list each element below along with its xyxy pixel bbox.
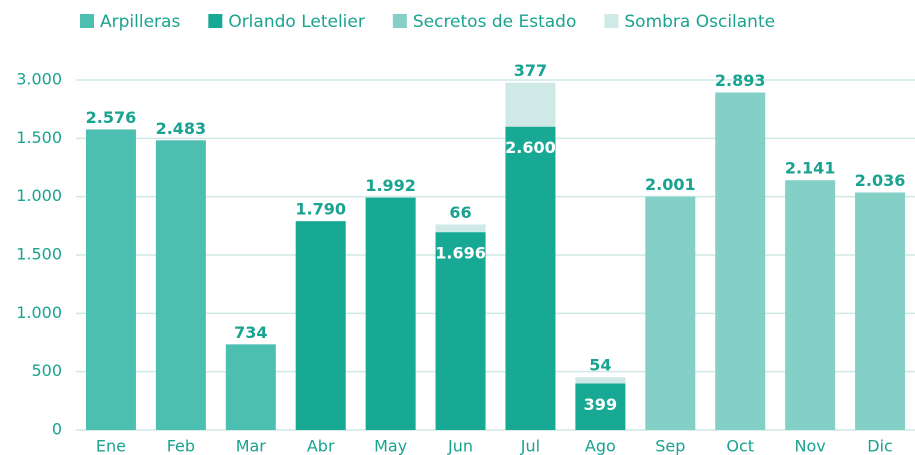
- y-tick-label: 1.000: [16, 186, 62, 205]
- value-label: 54: [589, 356, 611, 375]
- x-tick-label: Ago: [585, 437, 616, 455]
- bar-segment: [715, 92, 766, 430]
- legend-label: Sombra Oscilante: [624, 12, 775, 32]
- value-label: 2.483: [156, 119, 207, 138]
- bar-segment: [295, 221, 346, 430]
- value-label: 734: [234, 323, 267, 342]
- x-tick-label: Dic: [867, 437, 893, 455]
- value-label: 1.696: [435, 244, 486, 263]
- bar-segment: [575, 377, 626, 384]
- x-tick-label: Jul: [520, 437, 540, 455]
- x-tick-label: Feb: [167, 437, 195, 455]
- bar-segment: [365, 197, 416, 430]
- value-label: 66: [449, 203, 471, 222]
- value-label: 2.141: [785, 159, 836, 178]
- x-tick-label: Mar: [236, 437, 267, 455]
- value-label: 2.576: [86, 108, 137, 127]
- legend-swatch: [392, 14, 407, 28]
- bar-segment: [225, 344, 276, 430]
- legend-label: Orlando Letelier: [228, 12, 365, 32]
- y-tick-label: 3.000: [16, 70, 62, 89]
- bar-segment: [785, 180, 836, 430]
- y-tick-label: 0: [52, 420, 62, 439]
- x-tick-label: Oct: [726, 437, 754, 455]
- value-label: 1.992: [365, 176, 416, 195]
- x-tick-label: Jun: [447, 437, 473, 455]
- bar-segment: [575, 383, 626, 430]
- x-tick-label: May: [374, 437, 407, 455]
- value-label: 1.790: [295, 200, 346, 219]
- y-tick-label: 1.500: [16, 128, 62, 147]
- x-tick-label: Ene: [96, 437, 126, 455]
- value-label: 2.893: [715, 71, 766, 90]
- bar-segment: [505, 82, 556, 127]
- x-tick-label: Sep: [655, 437, 685, 455]
- bar-segment: [645, 196, 696, 430]
- bar-segment: [435, 224, 486, 233]
- value-label: 2.001: [645, 175, 696, 194]
- legend-label: Arpilleras: [100, 12, 180, 32]
- bar-segment: [855, 192, 906, 430]
- legend-label: Secretos de Estado: [413, 12, 577, 32]
- value-label: 399: [584, 395, 617, 414]
- x-tick-label: Abr: [307, 437, 335, 455]
- y-tick-label: 1.000: [16, 303, 62, 322]
- y-tick-label: 1.500: [16, 245, 62, 264]
- y-tick-label: 500: [31, 361, 62, 380]
- bar-segment: [155, 140, 206, 431]
- bar-segment: [505, 126, 556, 431]
- value-label: 2.600: [505, 138, 556, 157]
- bar-segment: [435, 232, 486, 430]
- legend-swatch: [208, 14, 223, 28]
- value-label: 377: [514, 61, 547, 80]
- legend-swatch: [80, 14, 94, 28]
- value-label: 2.036: [855, 171, 906, 190]
- x-tick-label: Nov: [795, 437, 826, 455]
- legend-swatch: [604, 14, 619, 28]
- bar-segment: [85, 129, 136, 430]
